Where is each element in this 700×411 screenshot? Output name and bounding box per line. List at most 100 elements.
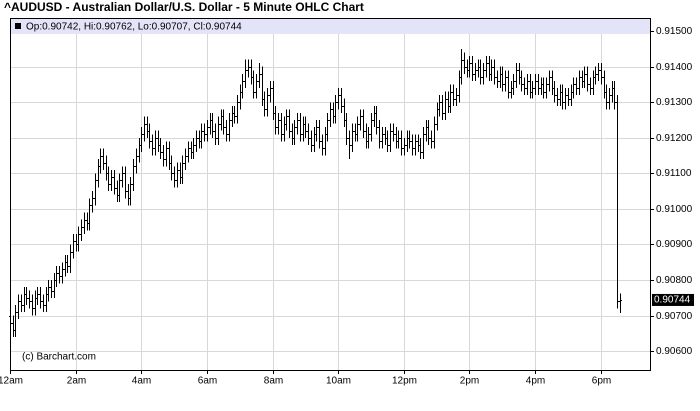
ohlc-bar (397, 130, 400, 149)
ohlc-bar (148, 123, 151, 149)
ohlc-bar (107, 166, 110, 192)
ohlc-bar (170, 155, 173, 181)
ohlc-bar (490, 59, 493, 81)
ohlc-bar (597, 63, 600, 81)
ohlc-bar (520, 70, 523, 92)
ohlc-bar (468, 56, 471, 78)
ohlc-bar (288, 109, 291, 138)
ohlc-bar (452, 84, 455, 106)
ohlc-bar (28, 290, 31, 309)
x-tick-label: 6pm (592, 376, 611, 387)
ohlc-bar (386, 130, 389, 153)
bars (9, 48, 622, 337)
ohlc-bar (61, 262, 64, 284)
y-tick-label: 0.90800 (656, 275, 693, 286)
ohlc-bar (263, 91, 266, 117)
ohlc-bar (20, 294, 23, 313)
ohlc-bar (482, 63, 485, 85)
y-tick-label: 0.91400 (656, 62, 693, 73)
ohlc-bar (542, 77, 545, 99)
ohlc-bar (66, 255, 69, 273)
x-tick-label: 2am (67, 376, 86, 387)
ohlc-bar (561, 84, 564, 110)
ohlc-bar (318, 120, 321, 149)
ohlc-bar (244, 59, 247, 89)
y-tick-label: 0.91500 (656, 26, 693, 37)
y-tick-label: 0.91200 (656, 133, 693, 144)
ohlc-bar (258, 63, 261, 89)
ohlc-bar (460, 48, 463, 85)
ohlc-bar (285, 109, 288, 131)
x-tick-label: 4pm (526, 376, 545, 387)
ohlc-bar (88, 198, 91, 231)
ohlc-bar (504, 70, 507, 92)
ohlc-bar (80, 219, 83, 241)
y-tick-label: 0.90900 (656, 239, 693, 250)
ohlc-bar (129, 176, 132, 206)
y-tick-label: 0.91100 (656, 168, 692, 179)
ohlc-bar (329, 102, 332, 128)
ohlc-bar (408, 130, 411, 149)
ohlc-bar (184, 148, 187, 170)
ohlc-bar (72, 233, 75, 259)
ohlc-bar (348, 130, 351, 160)
ohlc-bar (214, 123, 217, 145)
y-tick-label: 0.90700 (656, 311, 693, 322)
ohlc-bar (94, 173, 97, 206)
ohlc-bar (14, 304, 17, 337)
ohlc-bar (400, 130, 403, 156)
ohlc-bar (419, 137, 422, 160)
ohlc-bar (326, 112, 329, 142)
ohlc-bar (359, 109, 362, 131)
ohlc-bar (616, 95, 619, 309)
ohlc-bar (307, 123, 310, 145)
ohlc-bar (293, 120, 296, 145)
ohlc-bar (310, 130, 313, 153)
ohlc-bar (334, 95, 337, 124)
x-tick-label: 12am (0, 376, 23, 387)
ohlc-bar (553, 80, 556, 103)
ohlc-bar (277, 112, 280, 135)
ohlc-bar (501, 66, 504, 92)
ohlc-bar (389, 123, 392, 153)
y-tick-label: 0.91300 (656, 97, 693, 108)
ohlc-bar (479, 59, 482, 85)
ohlc-bar (154, 130, 157, 156)
ohlc-bar (438, 95, 441, 117)
ohlc-bar (507, 70, 510, 99)
ohlc-bar (455, 88, 458, 106)
ohlc-bar (381, 127, 384, 149)
chart-title: ^AUDUSD - Australian Dollar/U.S. Dollar … (4, 0, 364, 14)
x-tick-label: 10am (326, 376, 351, 387)
ohlc-bar (578, 70, 581, 96)
ohlc-bar (241, 73, 244, 99)
ohlc-bar (17, 294, 20, 320)
ohlc-bar (471, 56, 474, 81)
ohlc-bar (69, 244, 72, 273)
legend-band (10, 18, 650, 34)
ohlc-bar (548, 70, 551, 92)
ohlc-bar (589, 77, 592, 96)
ohlc-bar (345, 112, 348, 145)
ohlc-bar (162, 144, 165, 167)
ohlc-bar (36, 287, 39, 305)
ohlc-bar (422, 127, 425, 160)
ohlc-bar (321, 134, 324, 156)
ohlc-bar (42, 294, 45, 313)
ohlc-bar (296, 112, 299, 135)
ohlc-bar (203, 123, 206, 142)
ohlc-bar (572, 77, 575, 99)
axes: 0.90600 0.90700 0.90800 0.90900 0.91000 0.911… (0, 26, 694, 387)
ohlc-bar (351, 123, 354, 153)
ohlc-bar (474, 63, 477, 81)
ohlc-bar (427, 120, 430, 145)
ohlc-bar (619, 293, 622, 314)
ohlc-bar (236, 95, 239, 124)
ohlc-bar (192, 137, 195, 160)
ohlc-bar (564, 88, 567, 110)
ohlc-bar (485, 56, 488, 78)
ohlc-bar (444, 91, 447, 121)
legend-marker (15, 23, 21, 29)
